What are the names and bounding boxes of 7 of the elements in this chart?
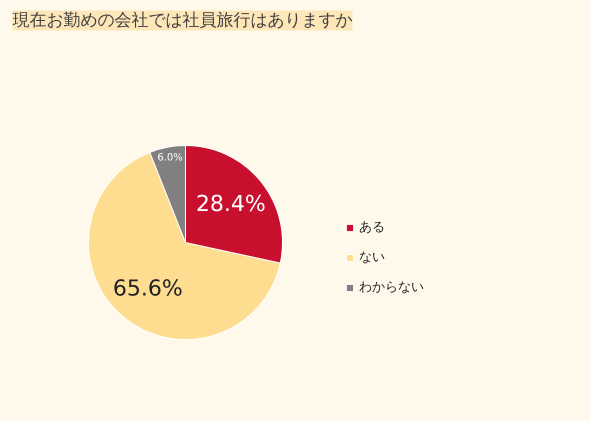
data-label: 28.4% — [196, 192, 266, 217]
legend-label: わからない — [359, 279, 424, 296]
data-label: 6.0% — [157, 152, 183, 164]
chart-title: 現在お勤めの会社では社員旅行はありますか — [12, 10, 352, 30]
legend-label: ある — [359, 219, 385, 236]
data-label: 65.6% — [112, 276, 183, 302]
legend-label: ない — [359, 249, 385, 266]
